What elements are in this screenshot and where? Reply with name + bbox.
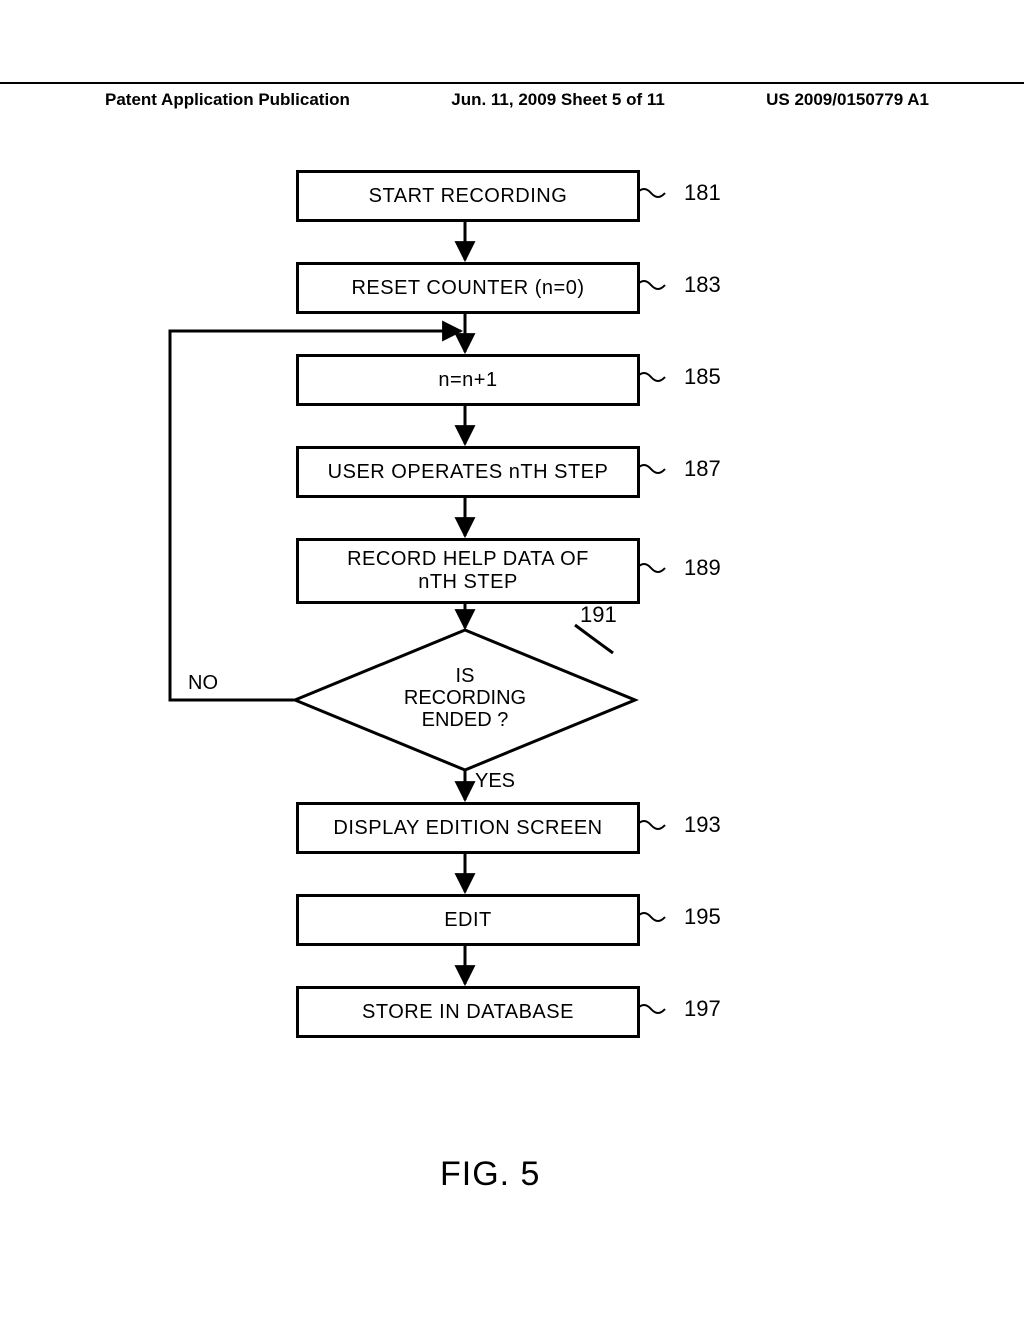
header-center: Jun. 11, 2009 Sheet 5 of 11 <box>451 90 665 110</box>
edge-label-yes: YES <box>475 770 515 793</box>
flowchart-diagram: START RECORDING 181 RESET COUNTER (n=0) 183… <box>0 170 1024 1170</box>
process-box: n=n+1 <box>296 354 640 406</box>
process-box: STORE IN DATABASE <box>296 986 640 1038</box>
process-box: DISPLAY EDITION SCREEN <box>296 802 640 854</box>
header-left: Patent Application Publication <box>105 90 350 110</box>
page: Patent Application Publication Jun. 11, … <box>0 0 1024 1320</box>
process-box: START RECORDING <box>296 170 640 222</box>
ref-label: 189 <box>684 555 721 581</box>
ref-label: 181 <box>684 180 721 206</box>
process-box: RESET COUNTER (n=0) <box>296 262 640 314</box>
ref-label: 185 <box>684 364 721 390</box>
decision-text-line: IS <box>345 665 585 688</box>
ref-label: 195 <box>684 904 721 930</box>
process-box: USER OPERATES nTH STEP <box>296 446 640 498</box>
edge-label-no: NO <box>188 672 218 695</box>
process-box: EDIT <box>296 894 640 946</box>
process-box: RECORD HELP DATA OFnTH STEP <box>296 538 640 604</box>
ref-label: 193 <box>684 812 721 838</box>
ref-label: 183 <box>684 272 721 298</box>
figure-label: FIG. 5 <box>440 1155 540 1194</box>
ref-label: 197 <box>684 996 721 1022</box>
header-right: US 2009/0150779 A1 <box>766 90 929 110</box>
page-header: Patent Application Publication Jun. 11, … <box>0 82 1024 110</box>
decision-text-line: RECORDING <box>345 687 585 710</box>
ref-label: 191 <box>580 602 617 628</box>
ref-label: 187 <box>684 456 721 482</box>
decision-text-line: ENDED ? <box>345 709 585 732</box>
